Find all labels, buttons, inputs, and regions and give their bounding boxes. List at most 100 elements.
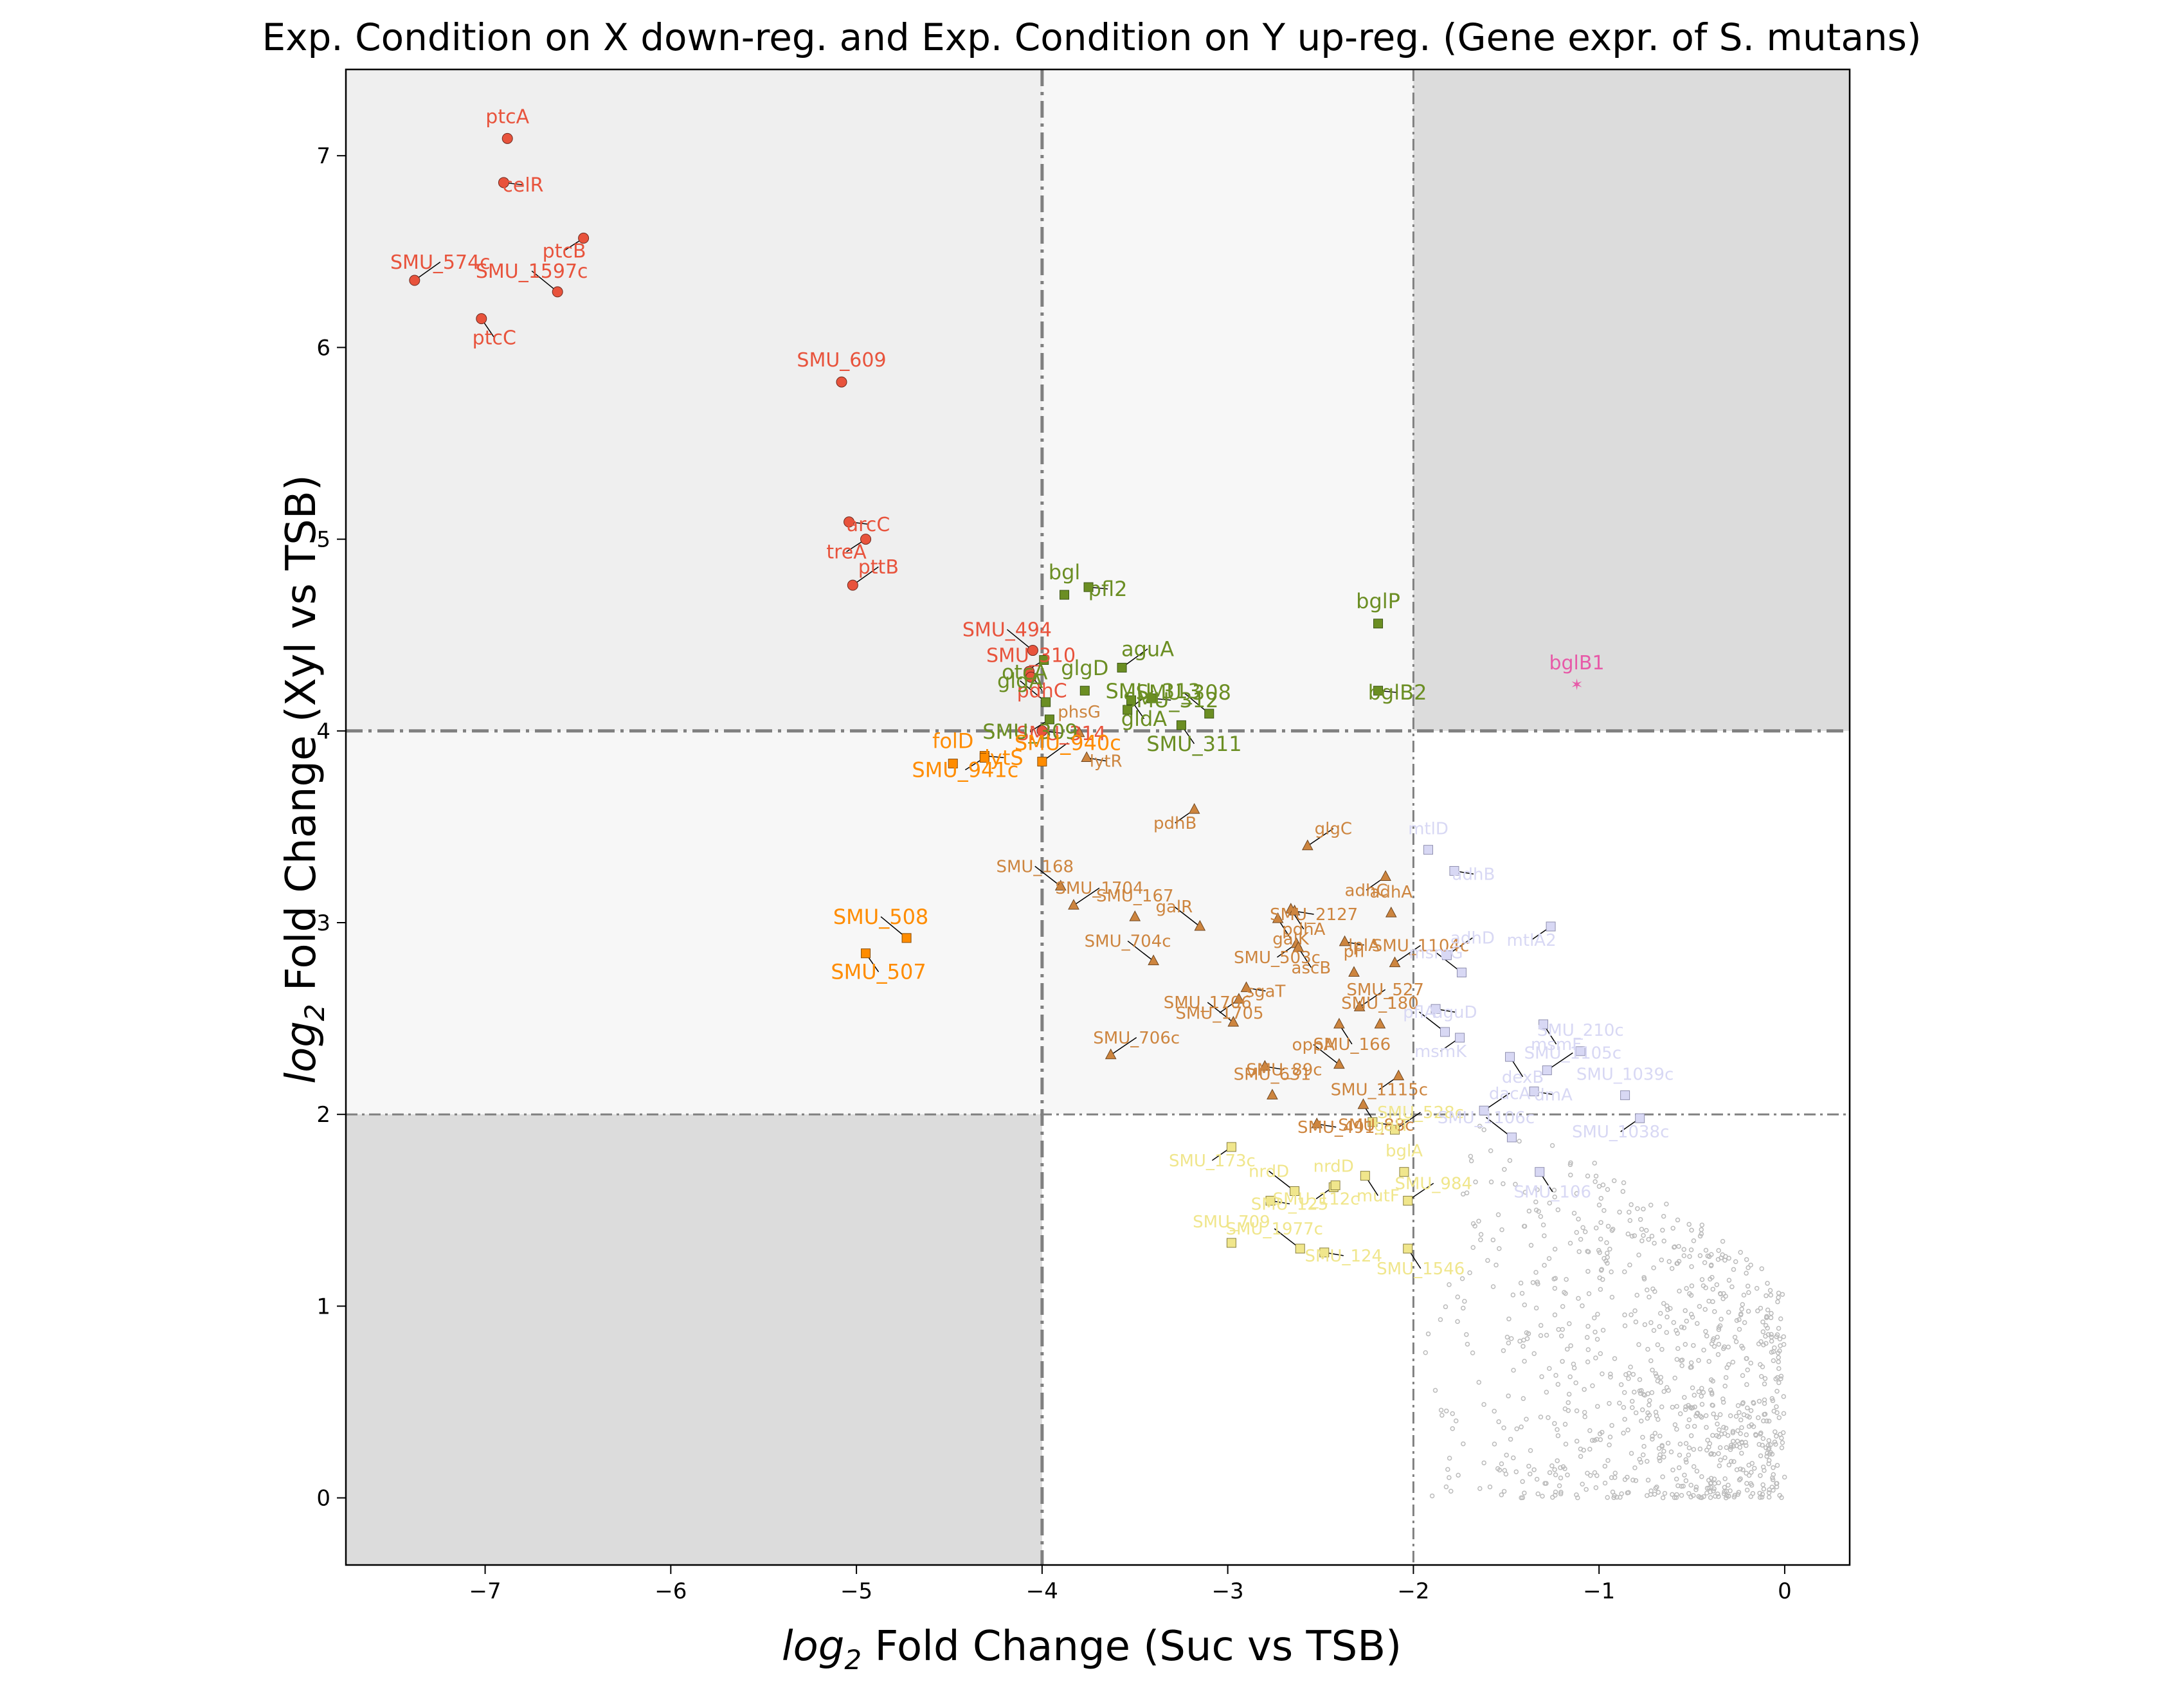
- background-point: [1760, 1329, 1766, 1335]
- background-point: [1628, 1364, 1633, 1370]
- background-point: [1722, 1455, 1728, 1460]
- background-point: [1495, 1212, 1501, 1217]
- background-point: [1568, 1172, 1573, 1178]
- y-tick-label: 4: [316, 719, 330, 745]
- background-point: [1490, 1284, 1496, 1289]
- background-point: [1724, 1493, 1729, 1498]
- background-point: [1589, 1438, 1595, 1443]
- background-point: [1681, 1483, 1686, 1489]
- label-SMU_310: SMU_310: [986, 644, 1076, 667]
- background-point: [1697, 1304, 1702, 1309]
- background-point: [1771, 1358, 1776, 1363]
- background-point: [1677, 1452, 1683, 1458]
- background-point: [1578, 1454, 1584, 1459]
- background-point: [1585, 1269, 1591, 1274]
- point-SMU_709: [1226, 1238, 1236, 1248]
- background-point: [1778, 1376, 1783, 1382]
- background-point: [1657, 1452, 1663, 1458]
- label-glgD: glgD: [1061, 656, 1108, 680]
- background-point: [1716, 1327, 1722, 1332]
- label-galR: galR: [1155, 898, 1193, 917]
- background-point: [1764, 1454, 1769, 1459]
- label-glgC: glgC: [1315, 820, 1352, 839]
- label-SMU_574c: SMU_574c: [390, 251, 491, 274]
- background-point: [1555, 1458, 1560, 1463]
- background-point: [1711, 1486, 1717, 1492]
- label-SMU_314: SMU_314: [1016, 723, 1106, 745]
- background-point: [1689, 1264, 1694, 1269]
- leader-line: [1394, 945, 1421, 964]
- background-point: [1566, 1391, 1572, 1397]
- point-SMU_1706: [1227, 1016, 1240, 1027]
- background-point: [1538, 1323, 1544, 1328]
- background-point: [1731, 1267, 1737, 1272]
- background-point: [1607, 1442, 1612, 1448]
- background-point: [1521, 1344, 1526, 1349]
- background-point: [1478, 1232, 1484, 1237]
- label-SMU_609: SMU_609: [797, 349, 886, 372]
- label-ptcB: ptcB: [543, 240, 586, 262]
- background-point: [1688, 1483, 1693, 1488]
- background-point: [1729, 1284, 1735, 1290]
- background-point: [1509, 1336, 1514, 1341]
- background-point: [1669, 1266, 1675, 1271]
- label-dacA: dacA: [1489, 1084, 1531, 1103]
- background-point: [1752, 1465, 1757, 1471]
- background-point: [1547, 1200, 1552, 1206]
- background-point: [1693, 1487, 1699, 1492]
- background-point: [1760, 1442, 1765, 1448]
- background-point: [1612, 1470, 1618, 1476]
- background-point: [1510, 1292, 1516, 1298]
- background-point: [1735, 1428, 1740, 1433]
- label-SMU_1104c: SMU_1104c: [1372, 937, 1469, 956]
- background-point: [1668, 1306, 1673, 1311]
- background-point: [1650, 1436, 1655, 1442]
- background-point: [1501, 1488, 1507, 1494]
- background-point: [1517, 1339, 1522, 1344]
- background-point: [1730, 1429, 1736, 1434]
- background-point: [1574, 1191, 1580, 1196]
- background-point: [1637, 1456, 1643, 1462]
- point-SMU_574c: [409, 275, 420, 286]
- x-axis-title: log2 Fold Change (Suc vs TSB): [782, 1623, 1402, 1676]
- background-point: [1592, 1438, 1598, 1443]
- background-point: [1703, 1247, 1709, 1253]
- background-point: [1732, 1334, 1738, 1340]
- background-point: [1733, 1413, 1739, 1419]
- label-aguD: aguD: [1433, 1003, 1477, 1022]
- background-point: [1501, 1425, 1506, 1431]
- background-point: [1716, 1248, 1721, 1253]
- background-point: [1470, 1245, 1476, 1251]
- background-point: [1645, 1410, 1650, 1416]
- background-point: [1552, 1285, 1558, 1291]
- background-point: [1555, 1382, 1561, 1387]
- point-SMU_309: [1044, 714, 1054, 725]
- background-point: [1477, 1486, 1483, 1491]
- background-point: [1711, 1452, 1717, 1457]
- background-point: [1555, 1207, 1561, 1213]
- label-msmK: msmK: [1414, 1042, 1467, 1062]
- background-point: [1708, 1481, 1713, 1486]
- background-point: [1777, 1348, 1782, 1353]
- background-point: [1464, 1190, 1470, 1196]
- leader-line: [1207, 1002, 1234, 1023]
- background-point: [1753, 1433, 1758, 1438]
- background-point: [1596, 1184, 1602, 1189]
- label-pflA: pflA: [1403, 1003, 1436, 1022]
- label-lytS: lytS: [984, 746, 1024, 770]
- background-point: [1605, 1458, 1611, 1463]
- background-point: [1651, 1328, 1657, 1334]
- label-adhB: adhB: [1452, 865, 1495, 884]
- background-point: [1604, 1251, 1610, 1256]
- background-point: [1706, 1254, 1712, 1260]
- background-point: [1738, 1249, 1743, 1255]
- background-point: [1481, 1460, 1486, 1465]
- background-points: [1423, 1123, 1787, 1501]
- background-point: [1657, 1433, 1663, 1439]
- label-pfl2: pfl2: [1088, 577, 1128, 601]
- background-point: [1693, 1485, 1699, 1490]
- label-pdhA: pdhA: [1282, 920, 1325, 939]
- background-point: [1655, 1378, 1661, 1384]
- background-point: [1770, 1398, 1776, 1404]
